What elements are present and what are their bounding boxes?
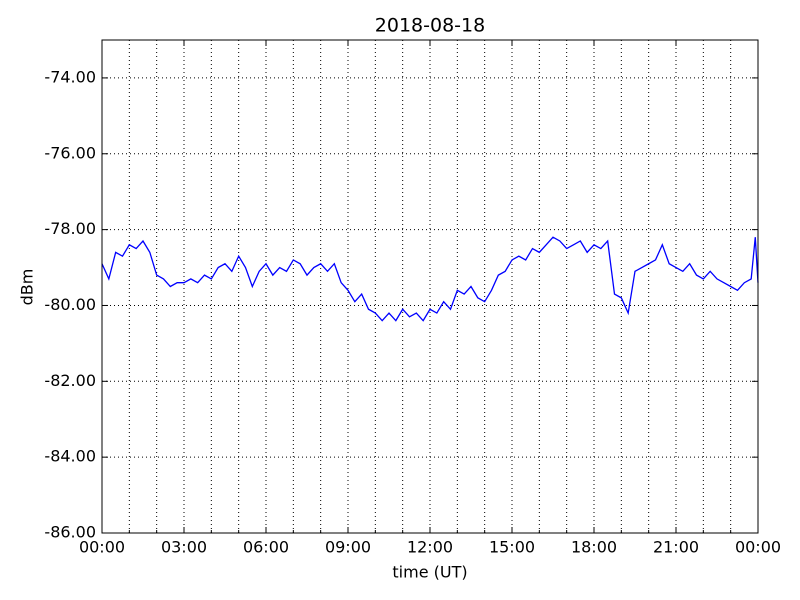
x-axis-label: time (UT) <box>392 563 467 582</box>
x-tick-label: 12:00 <box>407 538 453 557</box>
x-tick-label: 21:00 <box>653 538 699 557</box>
y-tick-label: -86.00 <box>44 523 96 542</box>
x-tick-label: 00:00 <box>735 538 781 557</box>
y-axis-label: dBm <box>18 269 37 306</box>
y-tick-label: -82.00 <box>44 371 96 390</box>
y-tick-label: -78.00 <box>44 219 96 238</box>
x-tick-label: 15:00 <box>489 538 535 557</box>
x-tick-label: 00:00 <box>79 538 125 557</box>
chart-title: 2018-08-18 <box>375 15 485 37</box>
x-tick-label: 09:00 <box>325 538 371 557</box>
x-tick-label: 18:00 <box>571 538 617 557</box>
x-tick-label: 03:00 <box>161 538 207 557</box>
plot-frame <box>101 39 759 534</box>
y-tick-label: -80.00 <box>44 295 96 314</box>
y-tick-label: -74.00 <box>44 67 96 86</box>
y-tick-label: -76.00 <box>44 143 96 162</box>
y-tick-label: -84.00 <box>44 447 96 466</box>
x-tick-label: 06:00 <box>243 538 289 557</box>
data-line <box>101 236 759 322</box>
